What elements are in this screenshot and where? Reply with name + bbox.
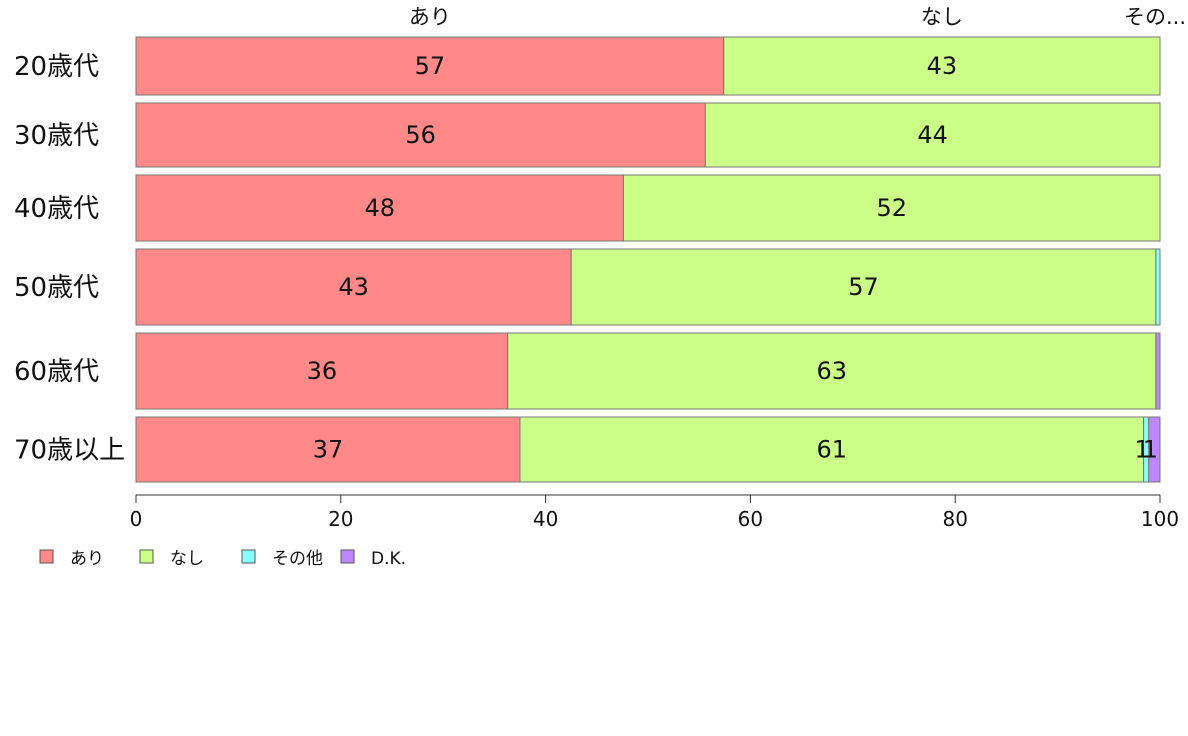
x-tick-label: 100	[1141, 507, 1179, 531]
bar-segment	[507, 332, 1157, 410]
legend-swatch	[241, 549, 256, 564]
bar-segment	[570, 248, 1157, 326]
bar-segment	[622, 174, 1161, 242]
bar-segment	[1148, 416, 1161, 483]
bar-segment	[135, 102, 706, 168]
legend-swatch	[340, 549, 355, 564]
x-tick-label: 80	[942, 507, 967, 531]
data-label: 43	[338, 273, 369, 301]
bar-segment	[135, 248, 572, 326]
top-series-label: その...	[1124, 5, 1186, 29]
category-label: 60歳代	[14, 357, 99, 387]
category-label: 40歳代	[14, 194, 99, 224]
bar-segment	[1155, 332, 1161, 410]
data-label: 57	[415, 52, 446, 80]
data-label: 1	[1135, 436, 1150, 464]
category-label: 30歳代	[14, 121, 99, 151]
data-label: 52	[876, 194, 907, 222]
bar-segment	[519, 416, 1145, 483]
x-tick-label: 60	[738, 507, 763, 531]
legend-label: あり	[70, 549, 104, 569]
legend-label: その他	[272, 549, 323, 569]
category-label: 70歳以上	[14, 436, 125, 466]
bar-segment	[135, 174, 624, 242]
legend-swatch	[139, 549, 154, 564]
data-label: 61	[817, 436, 848, 464]
bar-segment	[723, 36, 1161, 96]
data-label: 43	[927, 52, 958, 80]
x-tick-label: 40	[533, 507, 558, 531]
data-label: 63	[817, 357, 848, 385]
bar-segment	[1155, 248, 1161, 326]
data-label: 36	[307, 357, 338, 385]
data-label: 57	[848, 273, 879, 301]
data-label: 37	[313, 436, 344, 464]
legend-label: D.K.	[371, 549, 406, 569]
category-label: 50歳代	[14, 273, 99, 303]
legend-label: なし	[170, 549, 204, 569]
data-label: 44	[917, 121, 948, 149]
data-label: 1	[1143, 436, 1158, 464]
category-label: 20歳代	[14, 52, 99, 82]
bar-segment	[704, 102, 1161, 168]
data-label: 56	[405, 121, 436, 149]
bar-segment	[135, 332, 509, 410]
legend-swatch	[39, 549, 54, 564]
data-label: 48	[364, 194, 395, 222]
bar-segment	[135, 36, 725, 96]
top-series-label: あり	[409, 5, 451, 29]
x-tick-label: 20	[328, 507, 353, 531]
top-series-label: なし	[921, 5, 963, 29]
x-tick-label: 0	[130, 507, 143, 531]
